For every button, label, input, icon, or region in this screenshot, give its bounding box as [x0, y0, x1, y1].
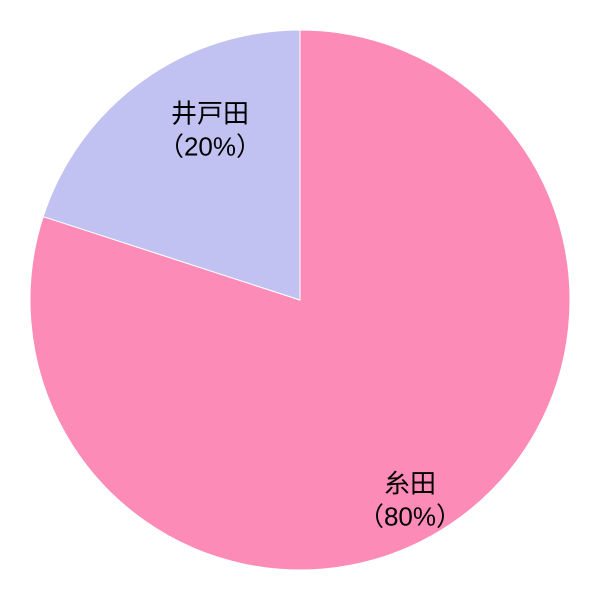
pie-svg — [0, 0, 600, 600]
slice-percent: （80%） — [358, 500, 462, 533]
slice-percent: （20%） — [158, 130, 262, 163]
pie-chart: 糸田（80%） 井戸田（20%） — [0, 0, 600, 600]
slice-label: 井戸田（20%） — [158, 98, 262, 163]
slice-name: 糸田 — [358, 468, 462, 501]
slice-name: 井戸田 — [158, 98, 262, 131]
slice-label: 糸田（80%） — [358, 468, 462, 533]
